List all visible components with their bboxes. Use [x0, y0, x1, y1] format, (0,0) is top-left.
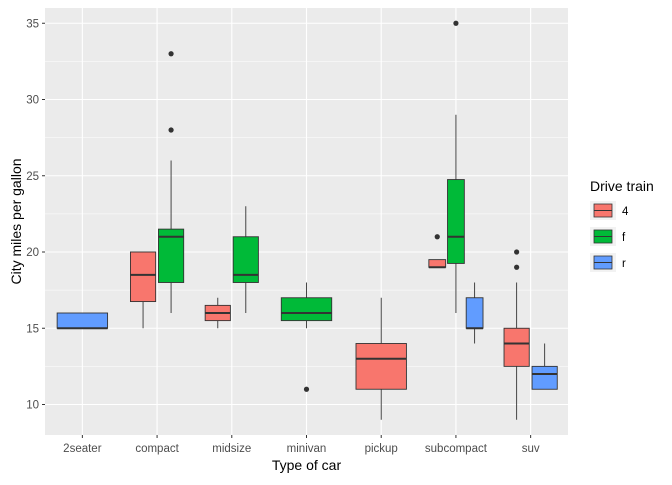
x-tick-label: 2seater	[63, 443, 102, 455]
x-axis-title: Type of car	[272, 457, 342, 473]
box-subcompact-f	[447, 20, 465, 313]
legend-label: 4	[622, 206, 629, 218]
y-tick-label: 35	[26, 18, 39, 30]
box-iqr	[355, 343, 407, 390]
y-axis-title: City miles per gallon	[8, 158, 24, 284]
x-tick-label: suv	[522, 443, 540, 455]
outlier-point	[453, 20, 459, 26]
outlier-point	[514, 249, 520, 255]
box-iqr	[428, 259, 447, 268]
box-pickup-4	[355, 297, 407, 420]
legend-title: Drive train	[590, 178, 654, 194]
box-iqr	[447, 179, 465, 264]
legend: Drive train 4 f r	[590, 178, 654, 272]
x-tick-label: subcompact	[425, 443, 488, 455]
box-suv-4	[503, 249, 530, 420]
x-tick-label: minivan	[287, 443, 327, 455]
box-minivan-f	[280, 282, 333, 392]
box-iqr	[465, 297, 484, 329]
box-iqr	[130, 251, 157, 303]
x-tick-label: pickup	[365, 443, 398, 455]
outlier-point	[434, 234, 440, 240]
legend-label: f	[622, 232, 626, 244]
y-tick-label: 30	[26, 95, 39, 107]
outlier-point	[303, 386, 310, 392]
box-compact-4	[130, 251, 157, 329]
y-tick-label: 25	[26, 171, 39, 183]
outlier-point	[514, 264, 520, 270]
y-tick-label: 20	[26, 247, 39, 259]
box-iqr	[531, 365, 558, 390]
box-subcompact-r	[465, 282, 484, 344]
box-iqr	[158, 228, 185, 283]
legend-label: r	[622, 258, 626, 270]
box-compact-f	[158, 51, 185, 313]
outlier-point	[168, 127, 174, 133]
box-suv-r	[531, 343, 558, 390]
y-tick-label: 15	[26, 323, 39, 335]
box-iqr	[56, 312, 109, 329]
x-tick-label: midsize	[212, 443, 251, 455]
box-subcompact-4	[428, 234, 447, 269]
outlier-point	[168, 51, 174, 57]
box-2seater-r	[56, 312, 109, 330]
box-midsize-4	[204, 297, 231, 329]
boxes	[56, 20, 558, 420]
x-tick-label: compact	[135, 443, 179, 455]
y-axis: 10 15 20 25 30 35	[26, 18, 45, 412]
x-axis: 2seater compact midsize minivan pickup subcom…	[63, 435, 540, 455]
box-iqr	[503, 327, 530, 367]
y-tick-label: 10	[26, 400, 39, 412]
box-midsize-f	[232, 206, 259, 313]
box-iqr	[280, 297, 333, 322]
